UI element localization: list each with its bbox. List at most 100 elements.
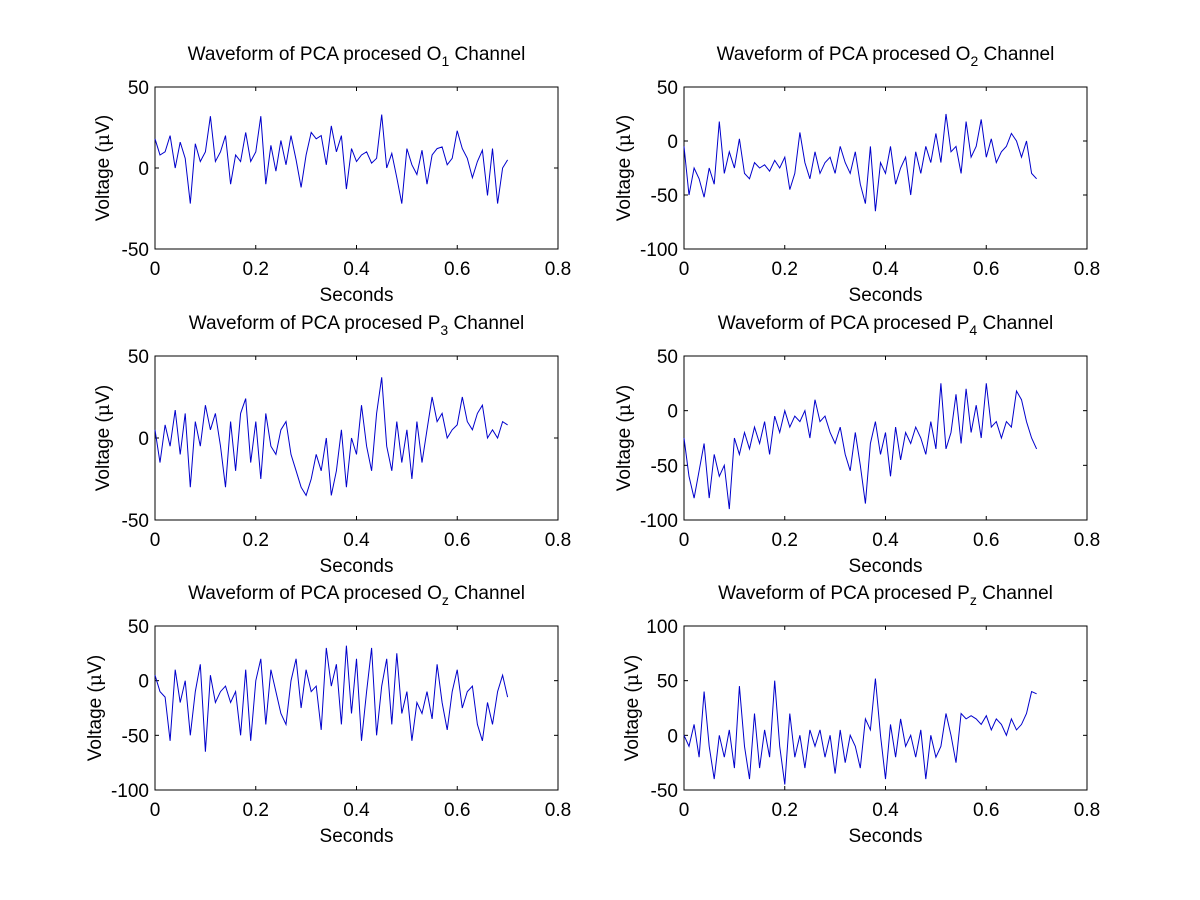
chart-title-text: Waveform of PCA procesed O bbox=[188, 583, 442, 604]
y-tick-label: -50 bbox=[122, 511, 149, 532]
chart-title-subscript: z bbox=[970, 592, 977, 608]
chart-title: Waveform of PCA procesed O2 Channel bbox=[717, 44, 1055, 69]
x-tick-label: 0 bbox=[679, 530, 690, 551]
chart-title-subscript: 3 bbox=[440, 322, 448, 338]
series-line bbox=[683, 383, 1038, 510]
plot-area bbox=[683, 625, 1088, 791]
x-tick-label: 0.4 bbox=[872, 800, 899, 821]
y-tick-label: 100 bbox=[646, 617, 678, 638]
y-tick-label: -50 bbox=[122, 240, 149, 261]
y-axis-label-prefix: Voltage ( bbox=[622, 686, 643, 762]
x-tick-label: 0 bbox=[679, 800, 690, 821]
chart-title-suffix: Channel bbox=[977, 313, 1053, 334]
chart-title-subscript: 4 bbox=[969, 322, 977, 338]
series-line bbox=[683, 113, 1037, 212]
x-axis-label: Seconds bbox=[849, 826, 923, 847]
x-tick-label: 0.2 bbox=[243, 259, 269, 280]
chart-title-text: Waveform of PCA procesed O bbox=[717, 44, 971, 65]
x-tick-label: 0.8 bbox=[1074, 259, 1100, 280]
y-axis-label-mu: μ bbox=[621, 674, 643, 686]
x-tick-label: 0.8 bbox=[1074, 800, 1100, 821]
plot-area bbox=[154, 86, 559, 250]
y-axis-label-prefix: Voltage ( bbox=[85, 686, 106, 762]
x-tick-label: 0.6 bbox=[973, 800, 999, 821]
y-axis-label-suffix: V) bbox=[614, 385, 635, 404]
x-tick-label: 0 bbox=[150, 800, 161, 821]
y-tick-label: 0 bbox=[667, 132, 678, 153]
y-axis-label-suffix: V) bbox=[93, 115, 114, 134]
x-axis-label: Seconds bbox=[320, 556, 394, 577]
x-tick-label: 0.4 bbox=[343, 530, 370, 551]
y-tick-label: 50 bbox=[128, 78, 149, 99]
x-tick-label: 0.6 bbox=[973, 259, 999, 280]
chart-title-subscript: 1 bbox=[441, 53, 449, 69]
series-line bbox=[154, 377, 508, 497]
y-tick-label: -100 bbox=[640, 240, 678, 261]
x-tick-label: 0.8 bbox=[545, 800, 571, 821]
series-line bbox=[154, 114, 509, 204]
series-line bbox=[683, 678, 1037, 785]
subplot-2: 0 0.2 0.4 0.6 0.8 -100 -50 0 50 Waveform of PCA p… bbox=[613, 44, 1100, 306]
x-axis-label: Seconds bbox=[849, 556, 923, 577]
y-axis-label-suffix: V) bbox=[614, 115, 635, 134]
x-tick-label: 0.8 bbox=[1074, 530, 1100, 551]
chart-title: Waveform of PCA procesed O1 Channel bbox=[188, 44, 526, 69]
x-tick-label: 0.2 bbox=[243, 530, 269, 551]
y-tick-label: -100 bbox=[640, 511, 678, 532]
y-tick-label: -100 bbox=[111, 781, 149, 802]
chart-title-text: Waveform of PCA procesed O bbox=[188, 44, 442, 65]
y-axis-label-mu: μ bbox=[92, 404, 114, 416]
chart-title-suffix: Channel bbox=[977, 583, 1053, 604]
x-tick-label: 0.8 bbox=[545, 530, 571, 551]
y-tick-label: 0 bbox=[138, 159, 149, 180]
chart-title-suffix: Channel bbox=[449, 583, 525, 604]
y-axis-label-mu: μ bbox=[613, 134, 635, 146]
x-tick-label: 0.4 bbox=[872, 530, 899, 551]
y-tick-label: 0 bbox=[138, 429, 149, 450]
y-tick-label: 0 bbox=[667, 402, 678, 423]
y-axis-label: Voltage (μV) bbox=[92, 385, 114, 491]
chart-title-suffix: Channel bbox=[978, 44, 1054, 65]
y-axis-label-prefix: Voltage ( bbox=[93, 146, 114, 222]
y-axis-label-mu: μ bbox=[92, 134, 114, 146]
x-axis-label: Seconds bbox=[320, 285, 394, 306]
x-tick-label: 0.4 bbox=[872, 259, 899, 280]
chart-title-suffix: Channel bbox=[449, 44, 525, 65]
x-tick-label: 0.6 bbox=[444, 530, 470, 551]
y-axis-label-prefix: Voltage ( bbox=[614, 146, 635, 222]
series-line bbox=[154, 645, 509, 752]
chart-title-text: Waveform of PCA procesed P bbox=[189, 313, 441, 334]
y-tick-label: 50 bbox=[657, 78, 678, 99]
plot-area bbox=[683, 355, 1088, 521]
y-tick-label: -50 bbox=[651, 781, 678, 802]
y-axis-label-prefix: Voltage ( bbox=[614, 416, 635, 492]
subplot-4: 0 0.2 0.4 0.6 0.8 -100 -50 0 50 Waveform of PCA p… bbox=[613, 313, 1100, 577]
plot-area bbox=[154, 625, 559, 791]
x-axis-label: Seconds bbox=[320, 826, 394, 847]
x-tick-label: 0.4 bbox=[343, 800, 370, 821]
x-tick-label: 0.2 bbox=[243, 800, 269, 821]
x-tick-label: 0.6 bbox=[444, 259, 470, 280]
plot-area bbox=[154, 355, 559, 521]
chart-title: Waveform of PCA procesed P4 Channel bbox=[718, 313, 1054, 338]
y-axis-label: Voltage (μV) bbox=[613, 385, 635, 491]
x-tick-label: 0.6 bbox=[973, 530, 999, 551]
y-tick-label: 50 bbox=[657, 347, 678, 368]
y-axis-label: Voltage (μV) bbox=[84, 655, 106, 761]
y-tick-label: 0 bbox=[667, 726, 678, 747]
chart-title-text: Waveform of PCA procesed P bbox=[718, 313, 970, 334]
chart-title-suffix: Channel bbox=[448, 313, 524, 334]
x-tick-label: 0.2 bbox=[772, 800, 798, 821]
y-tick-label: 50 bbox=[128, 617, 149, 638]
y-axis-label-mu: μ bbox=[84, 674, 106, 686]
y-tick-label: -50 bbox=[651, 186, 678, 207]
y-axis-label-suffix: V) bbox=[85, 655, 106, 674]
x-tick-label: 0 bbox=[150, 530, 161, 551]
x-tick-label: 0 bbox=[150, 259, 161, 280]
x-tick-label: 0.2 bbox=[772, 530, 798, 551]
y-tick-label: -50 bbox=[651, 456, 678, 477]
chart-title: Waveform of PCA procesed P3 Channel bbox=[189, 313, 525, 338]
y-tick-label: -50 bbox=[122, 726, 149, 747]
